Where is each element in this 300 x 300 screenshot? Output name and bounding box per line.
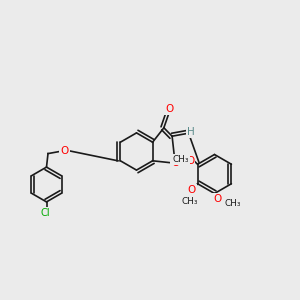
Text: O: O [165, 104, 173, 114]
Text: CH₃: CH₃ [173, 155, 189, 164]
Text: CH₃: CH₃ [224, 199, 241, 208]
Text: O: O [60, 146, 69, 156]
Text: Cl: Cl [40, 208, 50, 218]
Text: O: O [213, 194, 222, 205]
Text: O: O [188, 185, 196, 195]
Text: CH₃: CH₃ [182, 197, 198, 206]
Text: O: O [171, 158, 179, 168]
Text: H: H [187, 127, 195, 137]
Text: O: O [186, 156, 194, 166]
